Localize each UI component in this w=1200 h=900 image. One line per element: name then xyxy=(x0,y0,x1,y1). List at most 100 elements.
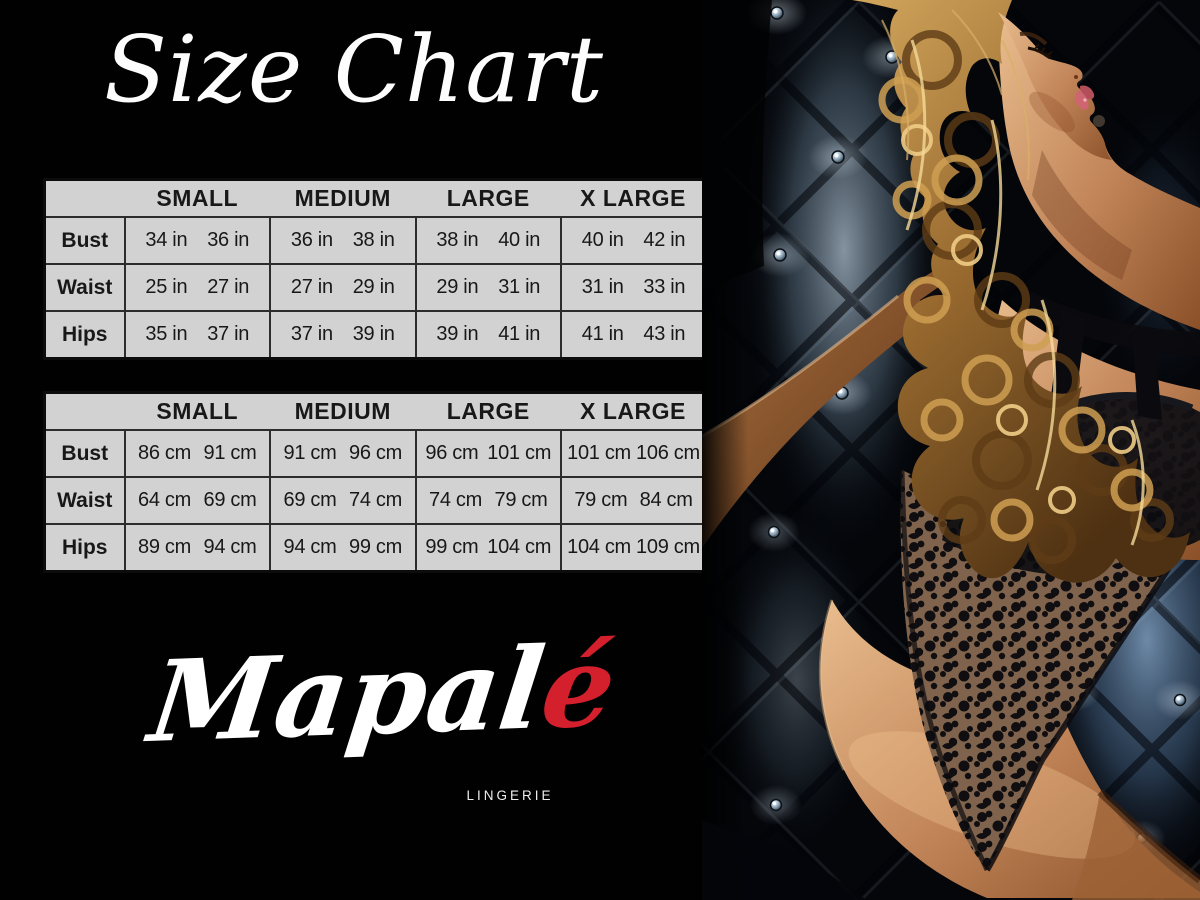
size-cell: 25 in 27 in xyxy=(123,263,271,312)
size-cell: 38 in 40 in xyxy=(414,216,562,265)
brand-logo: Mapalé LINGERIE xyxy=(0,621,708,848)
size-value: 94 cm xyxy=(203,536,257,558)
table-row-hips: Hips 35 in 37 in 37 in 39 in 39 in 41 in… xyxy=(43,310,708,360)
size-cell: 86 cm 91 cm xyxy=(123,429,271,478)
size-value: 86 cm xyxy=(138,442,191,464)
header-row: SMALL MEDIUM LARGE X LARGE xyxy=(44,392,707,431)
size-value: 74 cm xyxy=(429,489,482,511)
size-value: 35 in xyxy=(145,323,188,345)
size-value: 104 cm xyxy=(487,536,552,558)
size-value: 79 cm xyxy=(494,489,548,511)
size-value: 37 in xyxy=(207,323,250,345)
size-value: 109 cm xyxy=(636,536,700,558)
size-value: 42 in xyxy=(643,229,686,251)
size-value: 64 cm xyxy=(138,489,191,511)
size-value: 99 cm xyxy=(425,536,479,558)
size-value: 89 cm xyxy=(138,536,191,558)
size-cell: 40 in 42 in xyxy=(560,216,708,265)
col-header-small: SMALL xyxy=(124,179,270,218)
size-value: 91 cm xyxy=(283,442,337,464)
size-value: 79 cm xyxy=(574,489,628,511)
size-value: 104 cm xyxy=(567,536,631,558)
size-value: 74 cm xyxy=(349,489,402,511)
size-value: 29 in xyxy=(436,276,479,298)
col-header-medium: MEDIUM xyxy=(270,392,416,431)
size-cell: 64 cm 69 cm xyxy=(123,476,271,525)
size-cell: 31 in 33 in xyxy=(560,263,708,312)
size-value: 36 in xyxy=(290,229,333,251)
row-label: Hips xyxy=(43,523,126,573)
row-label: Waist xyxy=(43,263,126,312)
table-row-waist: Waist 64 cm 69 cm 69 cm 74 cm 74 cm 79 c… xyxy=(43,476,708,525)
size-cell: 29 in 31 in xyxy=(414,263,562,312)
col-header-small: SMALL xyxy=(124,392,270,431)
row-label: Bust xyxy=(43,429,126,478)
row-label: Hips xyxy=(43,310,126,360)
size-table-inches: SMALL MEDIUM LARGE X LARGE Bust 34 in 36… xyxy=(43,178,708,360)
size-value: 33 in xyxy=(643,276,686,298)
logo-accent-letter: é xyxy=(535,620,623,755)
size-value: 31 in xyxy=(581,276,624,298)
photo-shadows xyxy=(702,0,867,900)
size-value: 25 in xyxy=(145,276,188,298)
size-cell: 69 cm 74 cm xyxy=(269,476,417,525)
corner-cell xyxy=(44,392,125,431)
model-figure xyxy=(702,0,1200,900)
size-table-centimeters: SMALL MEDIUM LARGE X LARGE Bust 86 cm 91… xyxy=(43,391,708,573)
size-value: 31 in xyxy=(498,276,541,298)
size-value: 101 cm xyxy=(487,442,552,464)
size-value: 96 cm xyxy=(349,442,402,464)
size-cell: 34 in 36 in xyxy=(123,216,271,265)
size-cell: 27 in 29 in xyxy=(269,263,417,312)
size-cell: 79 cm 84 cm xyxy=(560,476,708,525)
col-header-xlarge: X LARGE xyxy=(561,392,707,431)
size-cell: 74 cm 79 cm xyxy=(414,476,562,525)
size-cell: 89 cm 94 cm xyxy=(123,523,271,573)
logo-script-text: Mapalé xyxy=(143,620,623,770)
size-value: 27 in xyxy=(290,276,333,298)
table-row-hips: Hips 89 cm 94 cm 94 cm 99 cm 99 cm 104 c… xyxy=(43,523,708,573)
size-value: 27 in xyxy=(207,276,250,298)
size-cell: 41 in 43 in xyxy=(560,310,708,360)
size-value: 41 in xyxy=(498,323,541,345)
size-value: 99 cm xyxy=(349,536,402,558)
model-hair xyxy=(852,0,1190,583)
size-cell: 94 cm 99 cm xyxy=(269,523,417,573)
row-label: Bust xyxy=(43,216,126,265)
size-value: 96 cm xyxy=(425,442,479,464)
size-cell: 104 cm 109 cm xyxy=(560,523,708,573)
page-title: Size Chart xyxy=(103,16,605,123)
col-header-large: LARGE xyxy=(415,179,561,218)
col-header-medium: MEDIUM xyxy=(270,179,416,218)
row-label: Waist xyxy=(43,476,126,525)
size-cell: 99 cm 104 cm xyxy=(414,523,562,573)
size-value: 41 in xyxy=(581,323,624,345)
size-value: 40 in xyxy=(581,229,624,251)
size-cell: 96 cm 101 cm xyxy=(414,429,562,478)
size-cell: 37 in 39 in xyxy=(269,310,417,360)
size-value: 40 in xyxy=(498,229,541,251)
model-face xyxy=(998,12,1112,160)
size-value: 37 in xyxy=(290,323,333,345)
size-value: 84 cm xyxy=(639,489,693,511)
size-cell: 39 in 41 in xyxy=(414,310,562,360)
size-cell: 36 in 38 in xyxy=(269,216,417,265)
logo-main: Mapal xyxy=(143,623,552,769)
table-row-bust: Bust 86 cm 91 cm 91 cm 96 cm 96 cm 101 c… xyxy=(43,429,708,478)
size-chart-panel: Size Chart SMALL MEDIUM LARGE X LARGE Bu… xyxy=(0,16,708,848)
size-value: 91 cm xyxy=(203,442,257,464)
size-value: 38 in xyxy=(352,229,395,251)
col-header-xlarge: X LARGE xyxy=(561,179,707,218)
size-value: 36 in xyxy=(207,229,250,251)
size-value: 43 in xyxy=(643,323,686,345)
size-value: 69 cm xyxy=(203,489,257,511)
size-cell: 101 cm 106 cm xyxy=(560,429,708,478)
size-value: 106 cm xyxy=(636,442,700,464)
model-photo xyxy=(702,0,1200,900)
size-cell: 35 in 37 in xyxy=(123,310,271,360)
table-row-waist: Waist 25 in 27 in 27 in 29 in 29 in 31 i… xyxy=(43,263,708,312)
table-row-bust: Bust 34 in 36 in 36 in 38 in 38 in 40 in… xyxy=(43,216,708,265)
corner-cell xyxy=(44,179,125,218)
header-row: SMALL MEDIUM LARGE X LARGE xyxy=(44,179,707,218)
